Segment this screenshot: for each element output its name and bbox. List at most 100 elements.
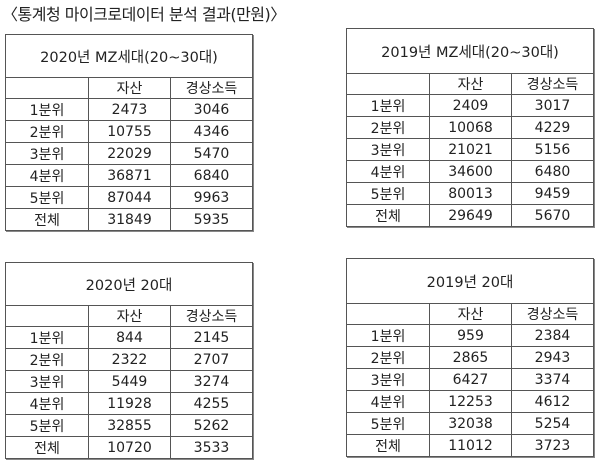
- header-income: 경상소득: [170, 305, 253, 327]
- income-value: 4255: [170, 392, 253, 415]
- income-value: 3017: [511, 94, 594, 117]
- asset-value: 10720: [88, 436, 171, 459]
- table-2019-20s: 2019년 20대 자산 경상소득 1분위 959 2384 2분위 2865 2943…: [346, 258, 594, 457]
- table-row: 3분위 5449 3274: [5, 370, 253, 393]
- income-value: 2943: [511, 346, 594, 369]
- table-row: 2분위 10068 4229: [346, 116, 594, 139]
- asset-value: 10068: [429, 116, 512, 139]
- header-asset: 자산: [429, 303, 512, 325]
- row-label: 1분위: [346, 324, 430, 347]
- asset-value: 32855: [88, 414, 171, 437]
- table-2020-20s: 2020년 20대 자산 경상소득 1분위 844 2145 2분위 2322 2707…: [5, 262, 253, 459]
- asset-value: 2473: [88, 98, 171, 121]
- asset-value: 31849: [88, 208, 171, 231]
- table-row: 2분위 2865 2943: [346, 346, 594, 369]
- row-label: 2분위: [5, 120, 89, 143]
- asset-value: 32038: [429, 412, 512, 435]
- income-value: 3046: [170, 98, 253, 121]
- table-title: 2020년 20대: [5, 262, 253, 306]
- table-row: 전체 10720 3533: [5, 436, 253, 459]
- asset-value: 2322: [88, 348, 171, 371]
- income-value: 5254: [511, 412, 594, 435]
- header-row: 자산 경상소득: [346, 73, 594, 95]
- table-row: 4분위 12253 4612: [346, 390, 594, 413]
- table-row: 1분위 844 2145: [5, 326, 253, 349]
- asset-value: 87044: [88, 186, 171, 209]
- header-empty: [346, 303, 430, 325]
- table-title: 2020년 MZ세대(20~30대): [5, 34, 253, 78]
- income-value: 9963: [170, 186, 253, 209]
- asset-value: 11928: [88, 392, 171, 415]
- header-empty: [5, 77, 89, 99]
- table-title: 2019년 MZ세대(20~30대): [346, 28, 594, 74]
- asset-value: 80013: [429, 182, 512, 205]
- row-label: 1분위: [5, 98, 89, 121]
- header-asset: 자산: [88, 305, 171, 327]
- income-value: 6840: [170, 164, 253, 187]
- income-value: 2707: [170, 348, 253, 371]
- table-row: 1분위 2409 3017: [346, 94, 594, 117]
- row-label: 2분위: [5, 348, 89, 371]
- row-label: 4분위: [5, 164, 89, 187]
- table-row: 2분위 10755 4346: [5, 120, 253, 143]
- row-label: 5분위: [346, 412, 430, 435]
- table-row: 4분위 36871 6840: [5, 164, 253, 187]
- asset-value: 2409: [429, 94, 512, 117]
- asset-value: 34600: [429, 160, 512, 183]
- row-label: 3분위: [5, 370, 89, 393]
- income-value: 4229: [511, 116, 594, 139]
- header-empty: [5, 305, 89, 327]
- table-title: 2019년 20대: [346, 258, 594, 304]
- header-row: 자산 경상소득: [5, 305, 253, 327]
- header-empty: [346, 73, 430, 95]
- table-row: 전체 11012 3723: [346, 434, 594, 457]
- header-row: 자산 경상소득: [5, 77, 253, 99]
- income-value: 4346: [170, 120, 253, 143]
- income-value: 5262: [170, 414, 253, 437]
- row-label: 5분위: [5, 414, 89, 437]
- row-label: 3분위: [346, 368, 430, 391]
- income-value: 5935: [170, 208, 253, 231]
- table-row: 3분위 21021 5156: [346, 138, 594, 161]
- asset-value: 844: [88, 326, 171, 349]
- income-value: 3274: [170, 370, 253, 393]
- income-value: 4612: [511, 390, 594, 413]
- row-label: 4분위: [346, 390, 430, 413]
- table-row: 3분위 6427 3374: [346, 368, 594, 391]
- asset-value: 11012: [429, 434, 512, 457]
- header-income: 경상소득: [511, 303, 594, 325]
- income-value: 2384: [511, 324, 594, 347]
- row-label: 전체: [5, 208, 89, 231]
- header-income: 경상소득: [170, 77, 253, 99]
- income-value: 5156: [511, 138, 594, 161]
- asset-value: 12253: [429, 390, 512, 413]
- table-row: 3분위 22029 5470: [5, 142, 253, 165]
- asset-value: 959: [429, 324, 512, 347]
- asset-value: 5449: [88, 370, 171, 393]
- table-2020-mz: 2020년 MZ세대(20~30대) 자산 경상소득 1분위 2473 3046 2…: [5, 34, 253, 231]
- row-label: 전체: [346, 434, 430, 457]
- row-label: 전체: [346, 204, 430, 227]
- row-label: 2분위: [346, 116, 430, 139]
- asset-value: 10755: [88, 120, 171, 143]
- asset-value: 6427: [429, 368, 512, 391]
- header-asset: 자산: [88, 77, 171, 99]
- income-value: 5670: [511, 204, 594, 227]
- table-row: 1분위 2473 3046: [5, 98, 253, 121]
- row-label: 4분위: [346, 160, 430, 183]
- row-label: 2분위: [346, 346, 430, 369]
- asset-value: 36871: [88, 164, 171, 187]
- income-value: 3533: [170, 436, 253, 459]
- row-label: 3분위: [5, 142, 89, 165]
- header-row: 자산 경상소득: [346, 303, 594, 325]
- row-label: 3분위: [346, 138, 430, 161]
- table-row: 전체 31849 5935: [5, 208, 253, 231]
- table-row: 5분위 32038 5254: [346, 412, 594, 435]
- income-value: 5470: [170, 142, 253, 165]
- income-value: 3374: [511, 368, 594, 391]
- row-label: 1분위: [5, 326, 89, 349]
- asset-value: 21021: [429, 138, 512, 161]
- row-label: 5분위: [346, 182, 430, 205]
- table-row: 5분위 87044 9963: [5, 186, 253, 209]
- page-title: 〈통계청 마이크로데이터 분석 결과(만원)〉: [2, 5, 286, 24]
